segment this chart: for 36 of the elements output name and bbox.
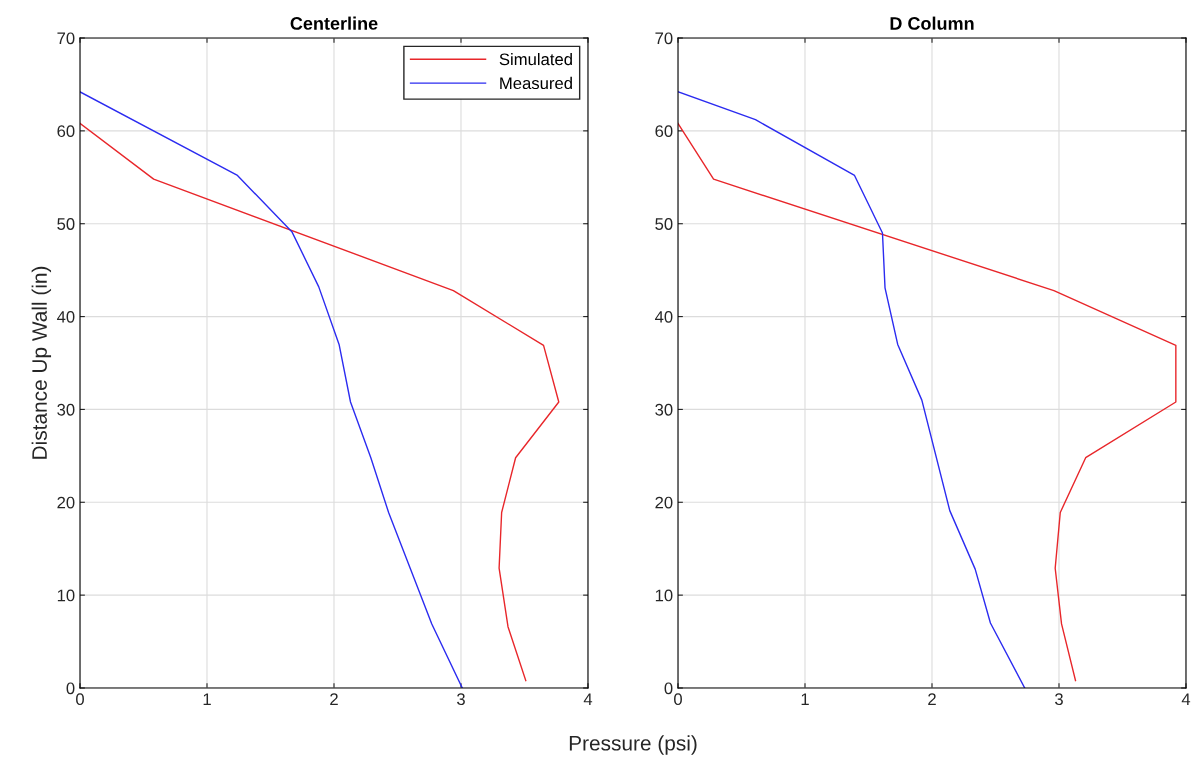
y-tick-label: 0 — [66, 682, 75, 695]
y-tick-label: 50 — [57, 218, 75, 230]
y-tick-label: 0 — [664, 682, 673, 695]
y-tick-label: 70 — [655, 32, 673, 45]
x-tick-label: 3 — [457, 693, 465, 706]
x-tick-label: 0 — [674, 693, 682, 706]
y-tick-label: 30 — [655, 403, 673, 416]
x-tick-label: 1 — [203, 693, 211, 705]
y-tick-label: 60 — [655, 125, 673, 138]
y-tick-label: 20 — [57, 496, 75, 509]
chart-title: D Column — [890, 16, 974, 30]
x-axis-title: Pressure (psi) — [569, 735, 697, 755]
y-tick-label: 10 — [655, 589, 673, 602]
y-tick-label: 40 — [56, 310, 75, 323]
line-series — [678, 122, 1177, 682]
x-tick-label: 0 — [76, 693, 84, 706]
y-tick-label: 50 — [655, 218, 673, 230]
x-tick-label: 1 — [801, 693, 809, 705]
y-tick-label: 60 — [57, 125, 75, 138]
x-tick-label: 3 — [1055, 693, 1063, 706]
x-tick-label: 4 — [1181, 693, 1191, 705]
line-series — [80, 122, 560, 682]
legend-label: Measured — [500, 76, 572, 90]
y-tick-label: 30 — [57, 403, 75, 416]
chart-title: Centerline — [290, 16, 378, 30]
x-tick-label: 2 — [928, 693, 936, 705]
legend-label: Simulated — [499, 53, 572, 66]
x-tick-label: 4 — [583, 693, 593, 705]
y-axis-title: Distance Up Wall (in) — [31, 266, 52, 459]
line-series — [80, 91, 463, 688]
x-tick-label: 2 — [330, 693, 338, 705]
y-tick-label: 40 — [654, 310, 673, 323]
y-tick-label: 70 — [57, 32, 75, 45]
line-series — [678, 91, 1026, 688]
y-tick-label: 20 — [655, 496, 673, 509]
y-tick-label: 10 — [57, 589, 75, 602]
